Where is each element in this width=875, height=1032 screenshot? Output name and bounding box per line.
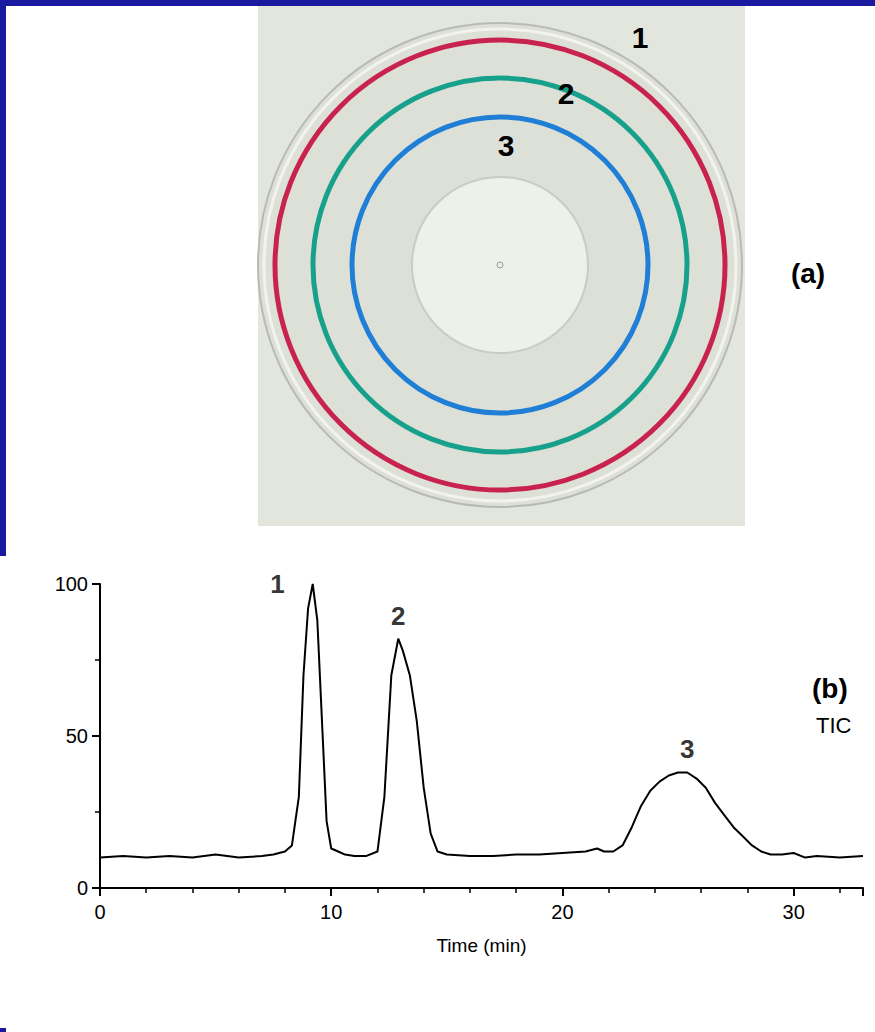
svg-text:(a): (a)	[791, 258, 825, 289]
svg-text:(b): (b)	[812, 673, 848, 704]
svg-text:1: 1	[270, 569, 284, 599]
svg-text:Time (min): Time (min)	[436, 935, 526, 956]
svg-text:0: 0	[77, 877, 88, 899]
svg-text:10: 10	[320, 901, 342, 923]
svg-text:100: 100	[55, 573, 88, 595]
svg-text:50: 50	[66, 725, 88, 747]
svg-text:30: 30	[783, 901, 805, 923]
svg-text:3: 3	[680, 734, 694, 764]
svg-text:TIC: TIC	[816, 713, 852, 738]
svg-text:2: 2	[558, 77, 575, 110]
svg-text:3: 3	[498, 129, 515, 162]
svg-text:2: 2	[391, 601, 405, 631]
svg-text:0: 0	[94, 901, 105, 923]
svg-text:1: 1	[632, 21, 649, 54]
svg-text:20: 20	[551, 901, 573, 923]
